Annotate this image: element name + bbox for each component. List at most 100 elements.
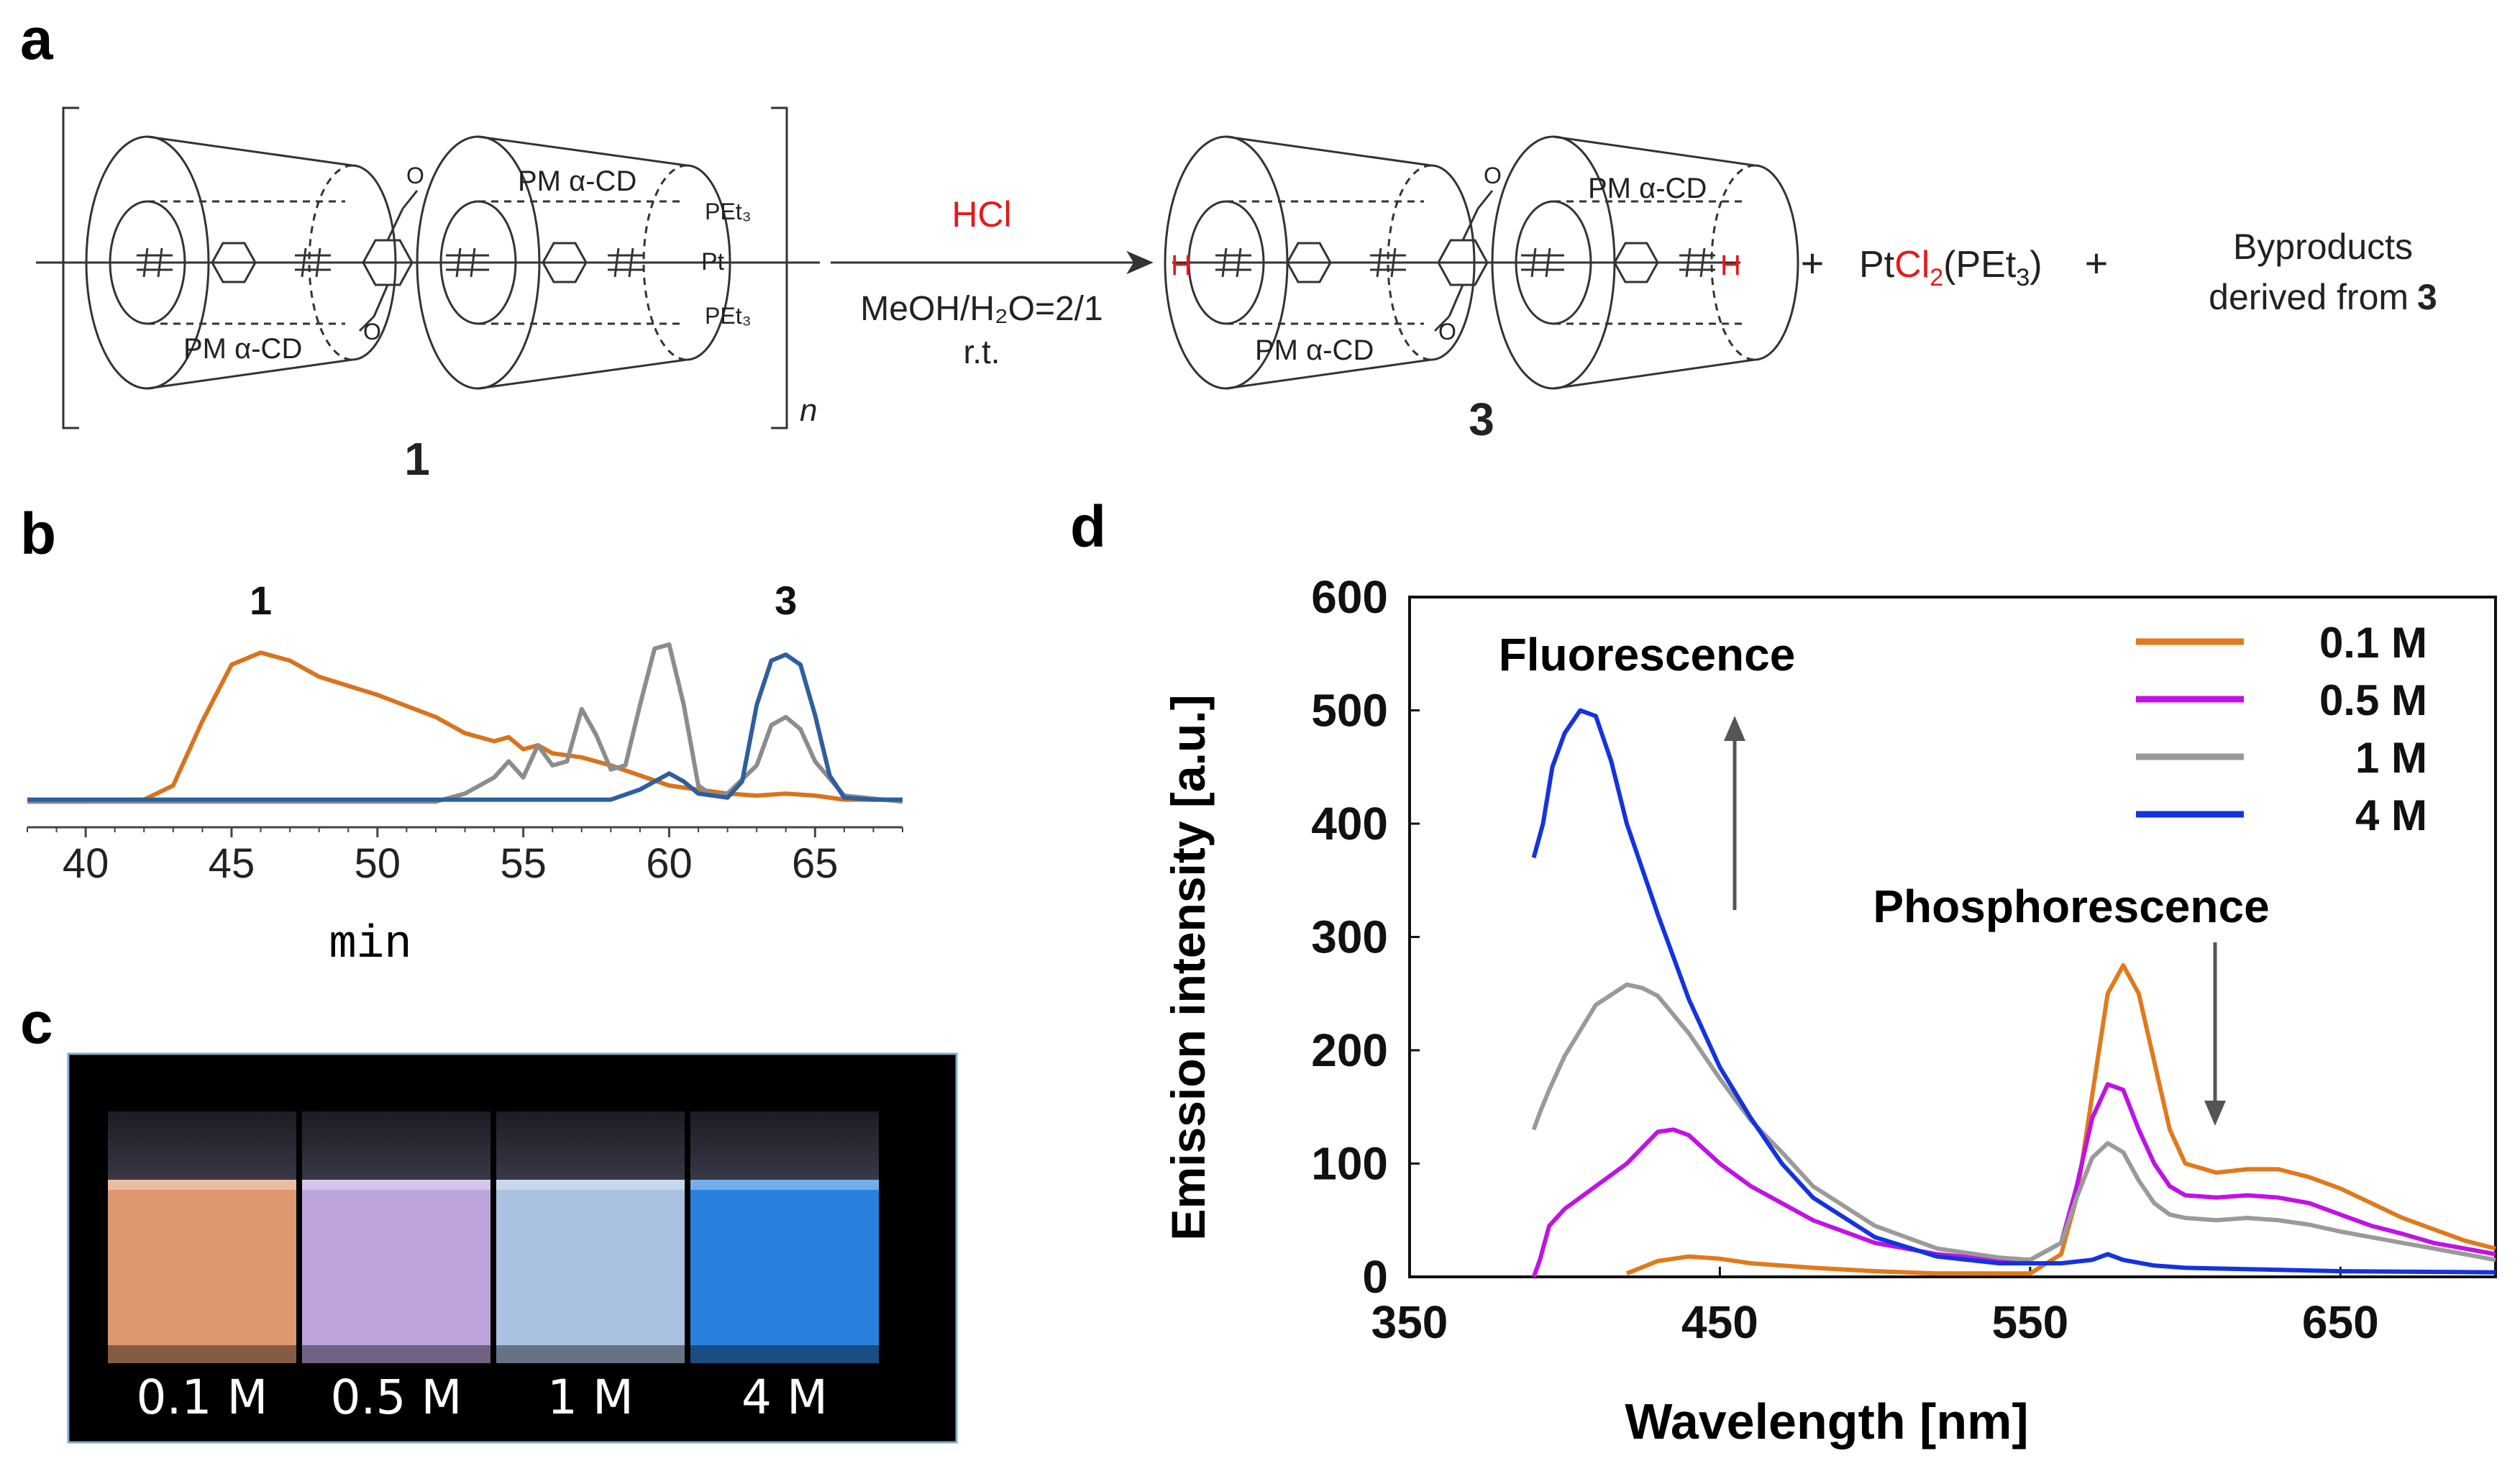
y-tick-label: 0 xyxy=(1362,1251,1388,1303)
cd-label: PM α-CD xyxy=(183,333,302,365)
x-tick-label: 40 xyxy=(63,840,109,887)
vial-base xyxy=(108,1345,296,1363)
cyclodextrin-ring xyxy=(416,135,731,390)
oxygen-label: O xyxy=(1438,319,1456,345)
vial-cap xyxy=(690,1111,879,1183)
vial-photo: 0.1 M 0.5 M 1 M 4 M xyxy=(67,1052,958,1444)
y-tick-label: 100 xyxy=(1311,1138,1388,1190)
vial-liquid xyxy=(108,1180,296,1345)
oxygen-label: O xyxy=(406,163,424,188)
legend-label: 4 M xyxy=(2355,791,2427,839)
emission-chart: 0 100 200 300 400 500 600 350 450 550 650 0.1 M 0.5 … xyxy=(1311,571,2497,1348)
vial-label: 1 M xyxy=(547,1370,634,1425)
series-line-4-M xyxy=(1531,708,2496,1275)
oxygen-label: O xyxy=(363,319,381,345)
legend-label: 0.1 M xyxy=(2319,619,2427,667)
temperature-label: r.t. xyxy=(963,333,1000,370)
vial-liquid xyxy=(302,1180,490,1345)
cyclodextrin-ring xyxy=(1491,135,1799,390)
series-line-1-M xyxy=(1531,982,2496,1262)
x-tick-label: 65 xyxy=(792,840,839,887)
x-tick-label: 50 xyxy=(355,840,401,887)
alkyne-units xyxy=(1215,247,1715,278)
arrow-down-head xyxy=(2204,1101,2226,1126)
hydrogen-label: H xyxy=(1171,250,1192,281)
vial-liquid xyxy=(690,1180,879,1345)
y-tick-label: 500 xyxy=(1311,685,1388,737)
x-tick-label: 55 xyxy=(500,840,547,887)
pet3-label: PEt₃ xyxy=(705,199,752,224)
vial-cap xyxy=(302,1111,490,1183)
vial-meniscus xyxy=(690,1180,879,1190)
legend-label: 1 M xyxy=(2355,734,2427,782)
vial-base xyxy=(302,1345,490,1363)
oxygen-label: O xyxy=(1484,163,1502,188)
series-line-blue xyxy=(27,652,903,802)
vial-meniscus xyxy=(108,1180,296,1190)
series-line-0.5-M xyxy=(1531,1082,2496,1278)
alkyne-units xyxy=(137,247,644,278)
x-tick-label: 650 xyxy=(2302,1296,2379,1348)
reaction-arrowhead xyxy=(1126,250,1154,275)
x-tick-label: 45 xyxy=(209,840,255,887)
vial-label: 4 M xyxy=(741,1370,828,1425)
compound-1-label: 1 xyxy=(404,433,430,485)
reaction-scheme xyxy=(36,106,1799,429)
vial-base xyxy=(496,1345,685,1363)
solvent-label: MeOH/H₂O=2/1 xyxy=(860,290,1102,328)
chart-b-xlabel: min xyxy=(329,919,411,971)
x-tick-label: 350 xyxy=(1371,1296,1448,1348)
phenyl-rings xyxy=(211,190,588,332)
vial-label: 0.5 M xyxy=(331,1370,462,1425)
chromatogram-chart: 40 45 50 55 60 65 1 3 xyxy=(27,578,903,887)
cd-label: PM α-CD xyxy=(1588,173,1707,204)
panel-label-a: a xyxy=(20,6,54,72)
peak-label: 1 xyxy=(250,578,272,623)
x-tick-label: 550 xyxy=(1991,1296,2068,1348)
vial-label: 0.1 M xyxy=(137,1370,268,1425)
reagent-label: HCl xyxy=(951,194,1011,235)
vial-liquid xyxy=(496,1180,685,1345)
vial-meniscus xyxy=(302,1180,490,1190)
cd-label: PM α-CD xyxy=(518,165,636,197)
y-tick-label: 200 xyxy=(1311,1024,1388,1076)
phosphorescence-annotation: Phosphorescence xyxy=(1873,880,2269,932)
pt-label: Pt xyxy=(701,248,725,276)
vial-cap xyxy=(496,1111,685,1183)
series-line-orange xyxy=(27,650,903,804)
vial-base xyxy=(690,1345,879,1363)
chart-d-ylabel: Emission intensity [a.u.] xyxy=(1161,694,1215,1240)
chart-d-xlabel: Wavelength [nm] xyxy=(1625,1393,2028,1450)
polymer-bracket-right xyxy=(771,106,788,429)
byproducts-line2: derived from 3 xyxy=(2209,277,2437,317)
arrow-up-head xyxy=(1724,716,1745,741)
hydrogen-label: H xyxy=(1720,250,1741,281)
vial-cap xyxy=(108,1111,296,1183)
panel-label-d: d xyxy=(1070,494,1106,560)
panel-label-b: b xyxy=(20,501,56,567)
pt-byproduct: PtCl2(PEt3) xyxy=(1859,244,2042,291)
series-line-0.1-M xyxy=(1625,963,2496,1276)
scheme-labels: PM α-CD PM α-CD PM α-CD PM α-CD PEt₃ Pt … xyxy=(183,163,2437,485)
pet3-label: PEt₃ xyxy=(705,303,752,329)
fluorescence-annotation: Fluorescence xyxy=(1499,629,1796,681)
cd-label: PM α-CD xyxy=(1255,335,1374,366)
plus-sign: + xyxy=(2085,240,2109,286)
x-tick-label: 60 xyxy=(646,840,693,887)
x-tick-label: 450 xyxy=(1681,1296,1758,1348)
polymer-n: n xyxy=(800,393,817,428)
y-tick-label: 400 xyxy=(1311,798,1388,850)
y-tick-label: 300 xyxy=(1311,911,1388,963)
byproducts-line1: Byproducts xyxy=(2233,227,2413,267)
y-tick-label: 600 xyxy=(1311,571,1388,623)
peak-label: 3 xyxy=(775,578,797,623)
phenyl-rings xyxy=(1286,190,1659,332)
cyclodextrin-ring xyxy=(85,135,397,390)
panel-label-c: c xyxy=(20,991,53,1056)
vial-meniscus xyxy=(496,1180,685,1190)
series-line-gray xyxy=(27,642,903,804)
plus-sign: + xyxy=(1801,240,1825,286)
compound-3-label: 3 xyxy=(1469,393,1494,445)
polymer-bracket-left xyxy=(62,106,79,429)
